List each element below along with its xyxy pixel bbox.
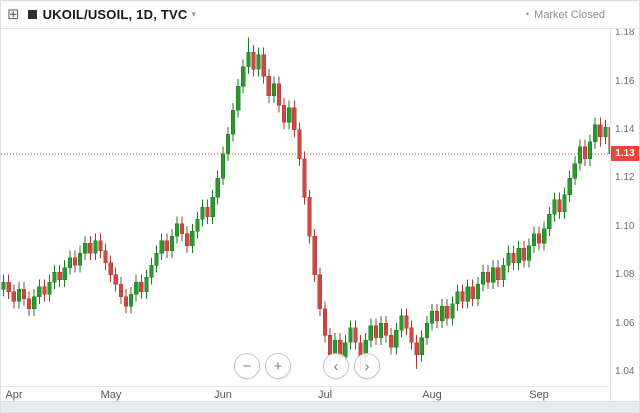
market-status: • Market Closed (526, 9, 605, 21)
pan-right-button[interactable]: › (354, 353, 380, 379)
symbol-title[interactable]: UKOIL/USOIL, 1D, TVC (42, 7, 188, 22)
chevron-down-icon[interactable]: ▾ (191, 9, 196, 19)
time-axis-label: Aug (422, 389, 442, 401)
price-axis-label: 1.10 (615, 221, 635, 232)
price-axis-label: 1.08 (615, 269, 635, 280)
pan-left-button[interactable]: ‹ (323, 353, 349, 379)
last-price-badge: 1.13 (611, 146, 639, 161)
chart-header: ⊞ UKOIL/USOIL, 1D, TVC ▾ • Market Closed (1, 1, 639, 29)
chart-nav-controls: − + ‹ › (1, 353, 613, 379)
symbol-logo (27, 10, 37, 19)
price-axis-label: 1.12 (615, 172, 635, 183)
price-axis-label: 1.18 (615, 27, 635, 38)
price-axis-label: 1.16 (615, 76, 635, 87)
price-axis-label: 1.14 (615, 124, 635, 135)
horizontal-scrollbar[interactable] (1, 401, 639, 412)
price-axis[interactable]: 1.18 1.16 1.14 1.12 1.10 1.08 1.06 1.04 (610, 27, 639, 404)
market-status-label: Market Closed (534, 8, 605, 21)
time-axis[interactable]: Apr May Jun Jul Aug Sep (1, 386, 613, 405)
layout-grid-icon[interactable]: ⊞ (7, 6, 20, 23)
candlestick-chart[interactable] (1, 28, 613, 386)
time-axis-label: Sep (529, 389, 549, 401)
price-axis-label: 1.06 (615, 318, 635, 329)
time-axis-label: May (100, 389, 122, 401)
time-axis-label: Jul (317, 389, 333, 401)
market-status-dot-icon: • (525, 9, 530, 19)
price-axis-label: 1.04 (615, 366, 635, 377)
time-axis-label: Apr (5, 389, 23, 401)
zoom-out-button[interactable]: − (234, 353, 260, 379)
chart-pane[interactable] (1, 28, 613, 386)
zoom-in-button[interactable]: + (265, 353, 291, 379)
time-axis-label: Jun (214, 389, 232, 401)
